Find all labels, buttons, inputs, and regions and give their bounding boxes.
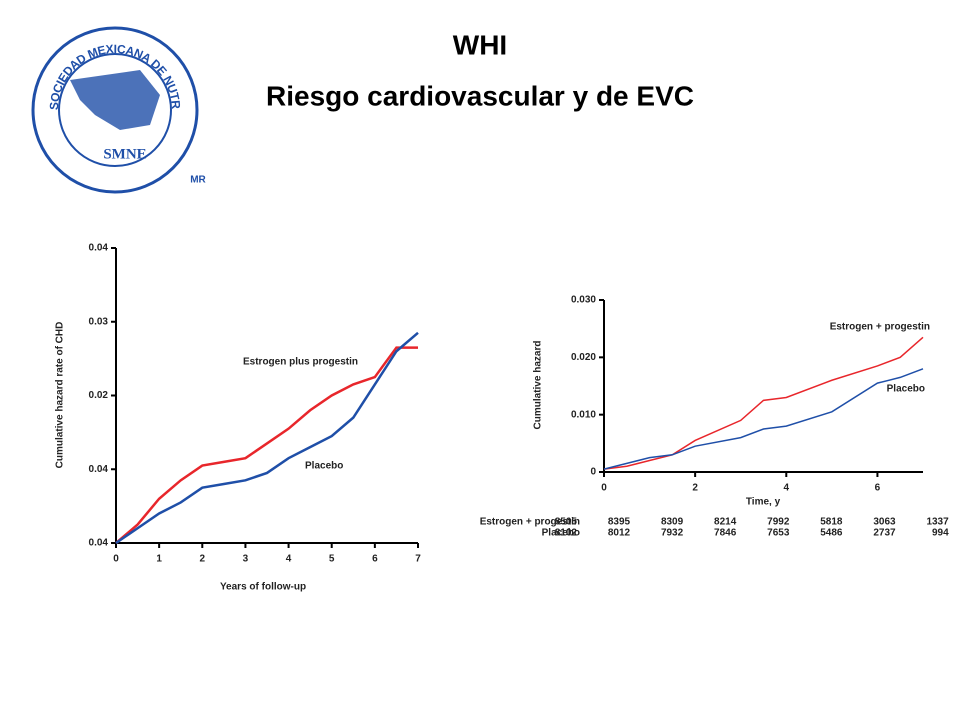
at-risk-value: 8012 [608, 528, 631, 539]
y-tick-label: 0.02 [89, 390, 109, 401]
series-label: Estrogen plus progestin [243, 357, 358, 368]
at-risk-name: Estrogen + progestin [480, 517, 580, 528]
logo-mark: MR [190, 175, 206, 186]
at-risk-value: 8309 [661, 517, 684, 528]
series-label: Placebo [305, 461, 343, 472]
at-risk-value: 8505 [555, 517, 578, 528]
series-label: Estrogen + progestin [830, 322, 930, 333]
y-tick-label: 0.04 [89, 243, 109, 254]
logo-ring [31, 26, 199, 194]
logo-map [70, 70, 160, 130]
at-risk-value: 5818 [820, 517, 843, 528]
y-tick-label: 0.03 [89, 316, 109, 327]
x-tick-label: 3 [243, 554, 249, 565]
y-tick-label: 0.020 [571, 352, 596, 363]
x-tick-label: 5 [329, 554, 335, 565]
series-line [115, 331, 419, 545]
slide-title: WHI [453, 29, 507, 60]
x-tick-label: 6 [372, 554, 378, 565]
at-risk-value: 7653 [767, 528, 790, 539]
series-label: Placebo [887, 384, 925, 395]
x-tick-label: 0 [601, 483, 607, 494]
logo-acronym: SMNE [103, 146, 146, 162]
x-tick-label: 6 [875, 483, 881, 494]
x-axis-label: Time, y [746, 497, 781, 508]
x-tick-label: 4 [784, 483, 790, 494]
x-tick-label: 4 [286, 554, 292, 565]
at-risk-value: 994 [932, 528, 949, 539]
x-axis-label: Years of follow-up [220, 582, 306, 593]
slide-subtitle: Riesgo cardiovascular y de EVC [266, 80, 694, 111]
x-tick-label: 7 [415, 554, 421, 565]
at-risk-value: 2737 [873, 528, 896, 539]
at-risk-value: 7932 [661, 528, 684, 539]
y-tick-label: 0.010 [571, 409, 596, 420]
series-line [603, 336, 924, 470]
at-risk-value: 8395 [608, 517, 631, 528]
at-risk-value: 3063 [873, 517, 896, 528]
at-risk-value: 8214 [714, 517, 737, 528]
at-risk-value: 7846 [714, 528, 737, 539]
series-line [603, 368, 924, 470]
x-tick-label: 0 [113, 554, 119, 565]
y-tick-label: 0.04 [89, 464, 109, 475]
y-tick-label: 0 [590, 467, 596, 478]
y-tick-label: 0.030 [571, 295, 596, 306]
series-line [115, 346, 418, 544]
at-risk-value: 7992 [767, 517, 790, 528]
at-risk-value: 8102 [555, 528, 578, 539]
y-axis-label: Cumulative hazard [533, 341, 544, 430]
logo-inner [58, 53, 172, 167]
x-tick-label: 2 [692, 483, 698, 494]
at-risk-value: 5486 [820, 528, 843, 539]
y-axis-label: Cumulative hazard rate of CHD [55, 322, 66, 469]
x-tick-label: 1 [156, 554, 162, 565]
at-risk-value: 1337 [926, 517, 949, 528]
y-tick-label: 0.04 [89, 538, 109, 549]
at-risk-name: Placebo [542, 528, 580, 539]
logo: SOCIEDAD MEXICANA DE NUTRICIÓN Y ENDOCRI… [0, 0, 207, 194]
x-tick-label: 2 [200, 554, 206, 565]
